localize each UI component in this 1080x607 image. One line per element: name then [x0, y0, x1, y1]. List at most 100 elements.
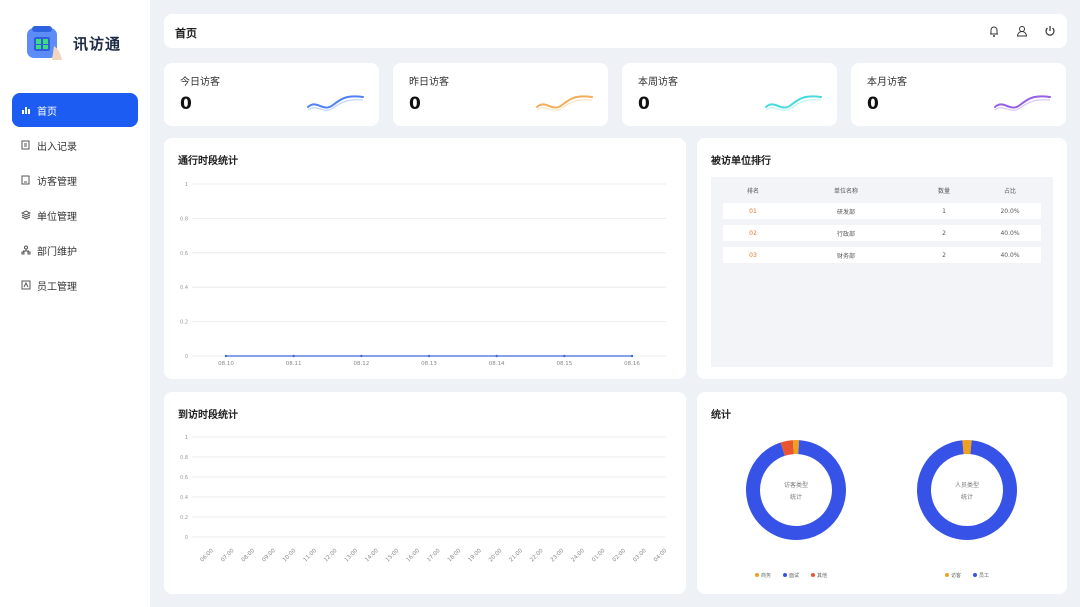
unit-count: 2: [942, 251, 946, 259]
sidebar: 讯访通 首页 出入记录 访客管理 单位管理 部门维护 员工管理: [0, 0, 150, 607]
data-point: [224, 354, 228, 358]
sidebar-item-label: 访客管理: [37, 176, 77, 188]
rank-number: 03: [749, 251, 757, 259]
panel-title: 到访时段统计: [178, 410, 238, 421]
column-header: 占比: [1003, 187, 1016, 195]
stat-label: 今日访客: [180, 77, 220, 88]
sidebar-item-label: 出入记录: [37, 141, 77, 153]
y-tick-label: 1: [185, 182, 188, 188]
x-tick-label: 21:00: [509, 548, 525, 564]
user-icon[interactable]: [1015, 24, 1029, 38]
rank-number: 02: [749, 229, 757, 237]
x-tick-label: 24:00: [570, 548, 586, 564]
unit-count: 1: [942, 207, 946, 215]
rank-table: 排名 单位名称 数量 占比 01 研发部 1 20.0% 02 行政部 2 40…: [711, 177, 1053, 367]
legend-label: 访客: [951, 572, 961, 579]
sidebar-nav: 首页 出入记录 访客管理 单位管理 部门维护 员工管理: [12, 93, 138, 303]
x-tick-label: 20:00: [488, 548, 504, 564]
stat-label: 本周访客: [638, 77, 678, 88]
x-tick-label: 08.13: [421, 361, 437, 367]
bell-icon[interactable]: [987, 24, 1001, 38]
legend-label: 其他: [817, 572, 827, 579]
arrival-chart-panel: 到访时段统计 0 0.2 0.4 0.6 0.8 1 06:00 07:00 08:00 09:0…: [164, 392, 686, 594]
x-tick-label: 14:00: [364, 548, 380, 564]
sidebar-item-label: 单位管理: [37, 211, 77, 223]
table-row[interactable]: 03 财务部 2 40.0%: [723, 247, 1041, 263]
stats-panel: 统计 访客类型 统计 商务 面试 其他 人员类型 统计 访客 员工: [697, 392, 1067, 594]
donut-center-label: 统计: [961, 493, 973, 501]
header-actions: [987, 24, 1057, 38]
y-tick-label: 0.6: [180, 475, 188, 481]
stat-card-week: 本周访客 0: [622, 63, 837, 126]
y-tick-label: 0: [185, 535, 188, 541]
donut-center-label: 人员类型: [955, 481, 979, 489]
x-tick-label: 08.15: [556, 361, 572, 367]
traffic-line-chart: 0 0.2 0.4 0.6 0.8 1 08.10 08.11 08.12 08.13 08.14 0…: [180, 182, 666, 367]
pie-slice: [780, 440, 794, 456]
x-tick-label: 13:00: [344, 548, 360, 564]
sidebar-item-records[interactable]: 出入记录: [12, 128, 138, 162]
sidebar-item-employees[interactable]: 员工管理: [12, 268, 138, 302]
logo-icon: [27, 26, 62, 60]
app-name: 讯访通: [73, 34, 122, 53]
legend-marker: [755, 573, 759, 577]
unit-name: 行政部: [836, 230, 855, 238]
unit-count: 2: [942, 229, 946, 237]
sidebar-item-departments[interactable]: 部门维护: [12, 233, 138, 267]
wave-icon: [307, 95, 364, 111]
x-tick-label: 08.14: [489, 361, 505, 367]
x-tick-label: 17:00: [426, 548, 442, 564]
table-row[interactable]: 02 行政部 2 40.0%: [723, 225, 1041, 241]
x-tick-label: 22:00: [529, 548, 545, 564]
unit-ratio: 40.0%: [1000, 229, 1020, 237]
unit-ratio: 40.0%: [1000, 251, 1020, 259]
y-tick-label: 0.8: [180, 216, 188, 222]
x-tick-label: 04:00: [653, 548, 669, 564]
x-tick-label: 02:00: [612, 548, 628, 564]
employee-icon: [21, 280, 31, 290]
sidebar-item-visitors[interactable]: 访客管理: [12, 163, 138, 197]
arrival-bar-chart: 0 0.2 0.4 0.6 0.8 1 06:00 07:00 08:00 09:00 10:00 1…: [180, 435, 669, 564]
department-icon: [21, 245, 31, 255]
x-tick-label: 11:00: [303, 548, 319, 564]
stat-value: 0: [867, 94, 879, 114]
stat-card-month: 本月访客 0: [851, 63, 1066, 126]
sidebar-item-units[interactable]: 单位管理: [12, 198, 138, 232]
data-point: [427, 354, 431, 358]
power-icon[interactable]: [1043, 24, 1057, 38]
x-tick-label: 08.11: [286, 361, 302, 367]
x-tick-label: 03:00: [632, 548, 648, 564]
table-row[interactable]: 01 研发部 1 20.0%: [723, 203, 1041, 219]
unit-ratio: 20.0%: [1000, 207, 1020, 215]
legend-marker: [973, 573, 977, 577]
page-title: 首页: [175, 27, 197, 40]
stat-value: 0: [409, 94, 421, 114]
sidebar-item-home[interactable]: 首页: [12, 93, 138, 127]
y-tick-label: 0.2: [180, 320, 188, 326]
pie-slice: [917, 440, 1017, 540]
legend-marker: [783, 573, 787, 577]
unit-icon: [21, 210, 31, 220]
record-icon: [21, 140, 30, 150]
sidebar-item-label: 员工管理: [37, 281, 77, 293]
donut-center-label: 统计: [790, 493, 802, 501]
column-header: 数量: [937, 187, 950, 195]
data-point: [292, 354, 295, 358]
x-tick-label: 08.12: [353, 361, 369, 367]
rank-table-header: 排名 单位名称 数量 占比: [711, 177, 1053, 203]
rank-panel: 被访单位排行 排名 单位名称 数量 占比 01 研发部 1 20.0% 02 行…: [697, 138, 1067, 379]
top-header: 首页: [164, 14, 1067, 48]
sidebar-item-label: 部门维护: [37, 246, 77, 258]
visitor-icon: [21, 175, 30, 185]
x-tick-label: 08:00: [241, 548, 257, 564]
logo: 讯访通: [26, 26, 121, 60]
data-point: [630, 354, 634, 358]
data-point: [563, 354, 566, 358]
x-tick-label: 23:00: [550, 548, 566, 564]
stat-card-yesterday: 昨日访客 0: [393, 63, 608, 126]
legend-marker: [945, 573, 949, 577]
wave-icon: [994, 95, 1051, 111]
unit-name: 研发部: [836, 208, 855, 216]
x-tick-label: 18:00: [447, 548, 463, 564]
